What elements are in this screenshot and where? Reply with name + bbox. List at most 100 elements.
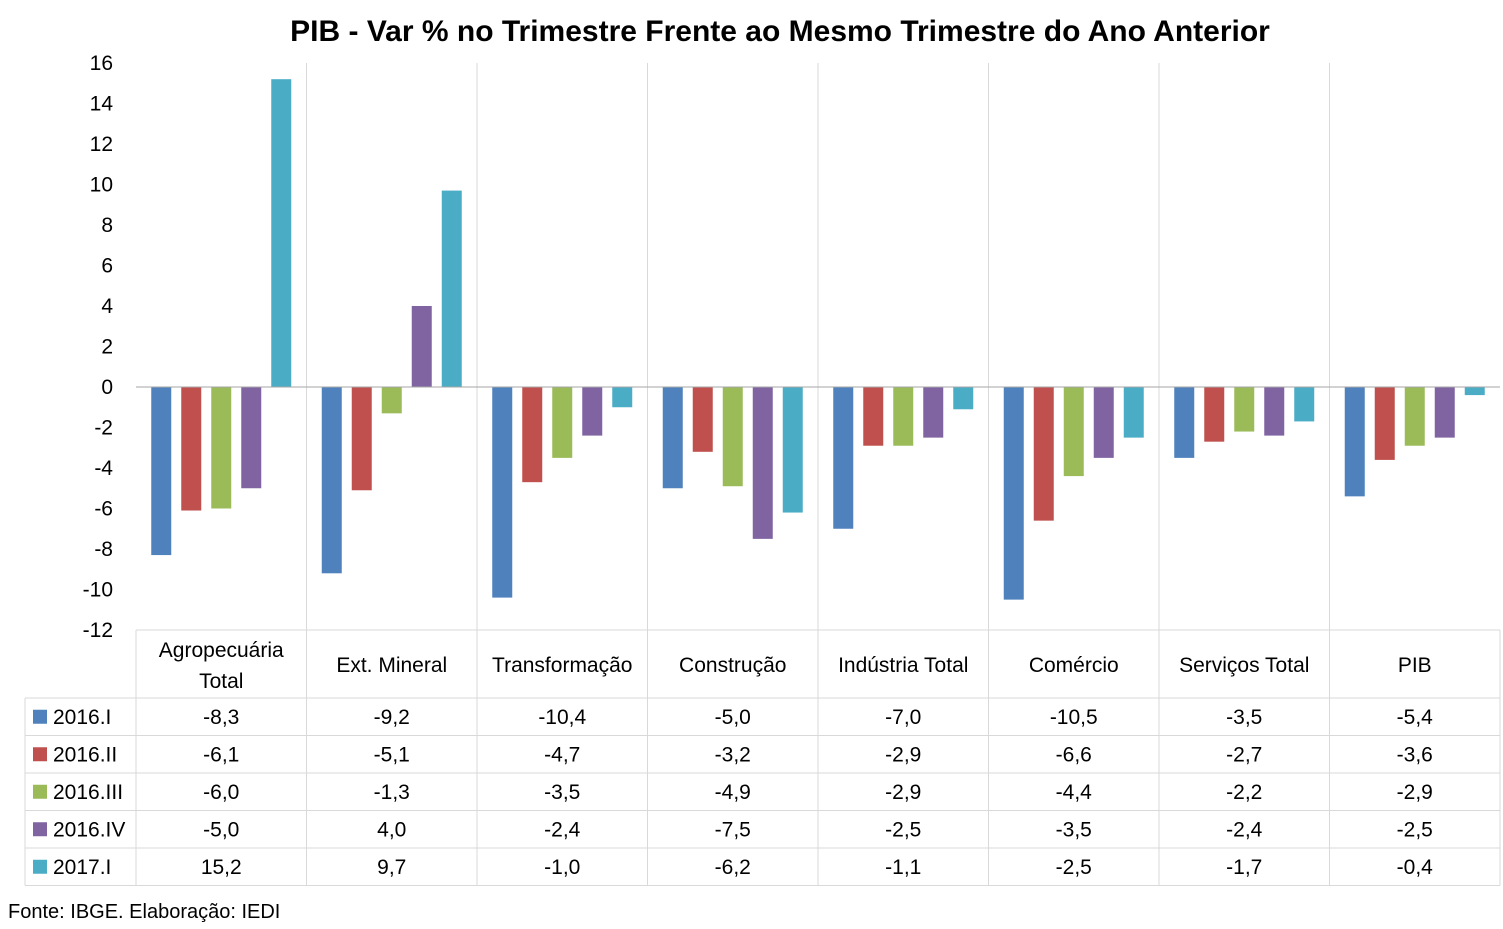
data-label: -5,1 <box>374 743 410 766</box>
data-label: -2,5 <box>885 818 921 841</box>
bar <box>492 387 513 598</box>
y-tick-label: 16 <box>90 52 113 75</box>
data-label: -4,4 <box>1056 781 1093 804</box>
y-tick-label: 4 <box>101 295 113 318</box>
bar <box>692 387 713 452</box>
y-tick-label: -10 <box>83 579 113 602</box>
bar <box>1434 387 1455 438</box>
series-name: 2016.III <box>53 781 123 804</box>
bar <box>752 387 773 539</box>
bar <box>1264 387 1285 436</box>
data-label: -3,5 <box>1226 706 1262 729</box>
bar <box>1464 387 1485 396</box>
y-tick-label: -4 <box>94 457 113 480</box>
data-label: -6,2 <box>715 856 751 879</box>
series-name: 2016.II <box>53 743 117 766</box>
bar <box>411 306 432 387</box>
data-label: -10,4 <box>538 706 586 729</box>
bar <box>662 387 683 489</box>
bar <box>1003 387 1024 600</box>
data-label: -3,5 <box>1056 818 1092 841</box>
series-name: 2017.I <box>53 856 111 879</box>
legend-key <box>33 709 47 724</box>
y-tick-label: -12 <box>83 619 113 642</box>
data-label: -2,9 <box>885 743 921 766</box>
series-name: 2016.IV <box>53 818 125 841</box>
bar <box>1063 387 1084 477</box>
data-label: -8,3 <box>203 706 239 729</box>
bar <box>1374 387 1395 460</box>
y-tick-label: 2 <box>101 336 113 359</box>
bar <box>612 387 633 408</box>
data-label: -5,4 <box>1397 706 1434 729</box>
y-axis: 16 14 12 10 8 6 4 2 0 -2 -4 -6 -8 -10 -12 <box>83 52 1500 642</box>
bar <box>1204 387 1225 442</box>
data-label: -2,2 <box>1226 781 1262 804</box>
data-table: Agropecuária Total Ext. Mineral Transformaç… <box>24 629 1501 886</box>
bar <box>441 190 462 387</box>
data-label: -2,9 <box>885 781 921 804</box>
bar <box>833 387 854 529</box>
data-label: -4,9 <box>715 781 751 804</box>
data-label: -7,0 <box>885 706 921 729</box>
legend-key <box>33 822 47 837</box>
bar <box>1093 387 1114 458</box>
bar <box>241 387 262 489</box>
data-label: -2,9 <box>1397 781 1433 804</box>
data-label: -3,2 <box>715 743 751 766</box>
data-label: 15,2 <box>201 856 242 879</box>
bar <box>552 387 573 458</box>
bar <box>923 387 944 438</box>
grid <box>306 63 1330 698</box>
data-label: -4,7 <box>544 743 580 766</box>
bar <box>722 387 743 487</box>
y-tick-label: 8 <box>101 214 113 237</box>
data-label: -1,0 <box>544 856 580 879</box>
y-tick-label: -6 <box>94 498 113 521</box>
bar <box>151 387 172 556</box>
bar <box>1294 387 1315 422</box>
y-tick-label: -8 <box>94 538 113 561</box>
bar <box>893 387 914 446</box>
legend-key <box>33 859 47 874</box>
data-label: -2,4 <box>1226 818 1263 841</box>
bar <box>1174 387 1195 458</box>
bar <box>1033 387 1054 521</box>
chart-title: PIB - Var % no Trimestre Frente ao Mesmo… <box>290 15 1270 48</box>
category-label: Serviços Total <box>1179 654 1309 677</box>
bar <box>863 387 884 446</box>
bar <box>181 387 202 511</box>
bar <box>1123 387 1144 438</box>
y-tick-label: 0 <box>101 376 113 399</box>
bar <box>1344 387 1365 497</box>
legend-key <box>33 747 47 762</box>
data-label: -6,0 <box>203 781 239 804</box>
y-tick-label: 6 <box>101 255 113 278</box>
data-label: -1,3 <box>374 781 410 804</box>
data-label: -7,5 <box>715 818 751 841</box>
data-label: -5,0 <box>715 706 751 729</box>
data-label: -0,4 <box>1397 856 1434 879</box>
y-tick-label: 14 <box>90 93 114 116</box>
y-tick-label: 10 <box>90 174 113 197</box>
y-tick-label: -2 <box>94 417 113 440</box>
bar <box>953 387 974 410</box>
data-label: -2,5 <box>1397 818 1433 841</box>
data-label: -1,7 <box>1226 856 1262 879</box>
data-label: -1,1 <box>885 856 921 879</box>
category-label: PIB <box>1398 654 1432 677</box>
series-name: 2016.I <box>53 706 111 729</box>
category-label: Comércio <box>1029 654 1119 677</box>
data-label: -9,2 <box>374 706 410 729</box>
legend-key <box>33 784 47 799</box>
bar <box>271 79 292 387</box>
bar <box>211 387 232 509</box>
data-label: 4,0 <box>377 818 406 841</box>
category-label: Indústria Total <box>838 654 968 677</box>
category-label: Agropecuária Total <box>159 639 284 693</box>
category-label: Construção <box>679 654 786 677</box>
bar <box>782 387 803 513</box>
bar <box>321 387 342 574</box>
bars <box>151 79 1485 600</box>
